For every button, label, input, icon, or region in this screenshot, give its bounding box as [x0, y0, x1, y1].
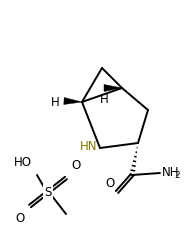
Text: H: H [100, 93, 108, 106]
Text: NH: NH [162, 166, 179, 179]
Text: O: O [16, 212, 25, 225]
Text: HN: HN [79, 140, 97, 152]
Polygon shape [64, 98, 82, 104]
Text: O: O [106, 177, 115, 190]
Text: S: S [44, 186, 52, 198]
Polygon shape [104, 84, 122, 91]
Text: 2: 2 [174, 172, 180, 180]
Text: HO: HO [14, 156, 32, 169]
Text: O: O [71, 159, 80, 172]
Text: H: H [51, 96, 60, 108]
